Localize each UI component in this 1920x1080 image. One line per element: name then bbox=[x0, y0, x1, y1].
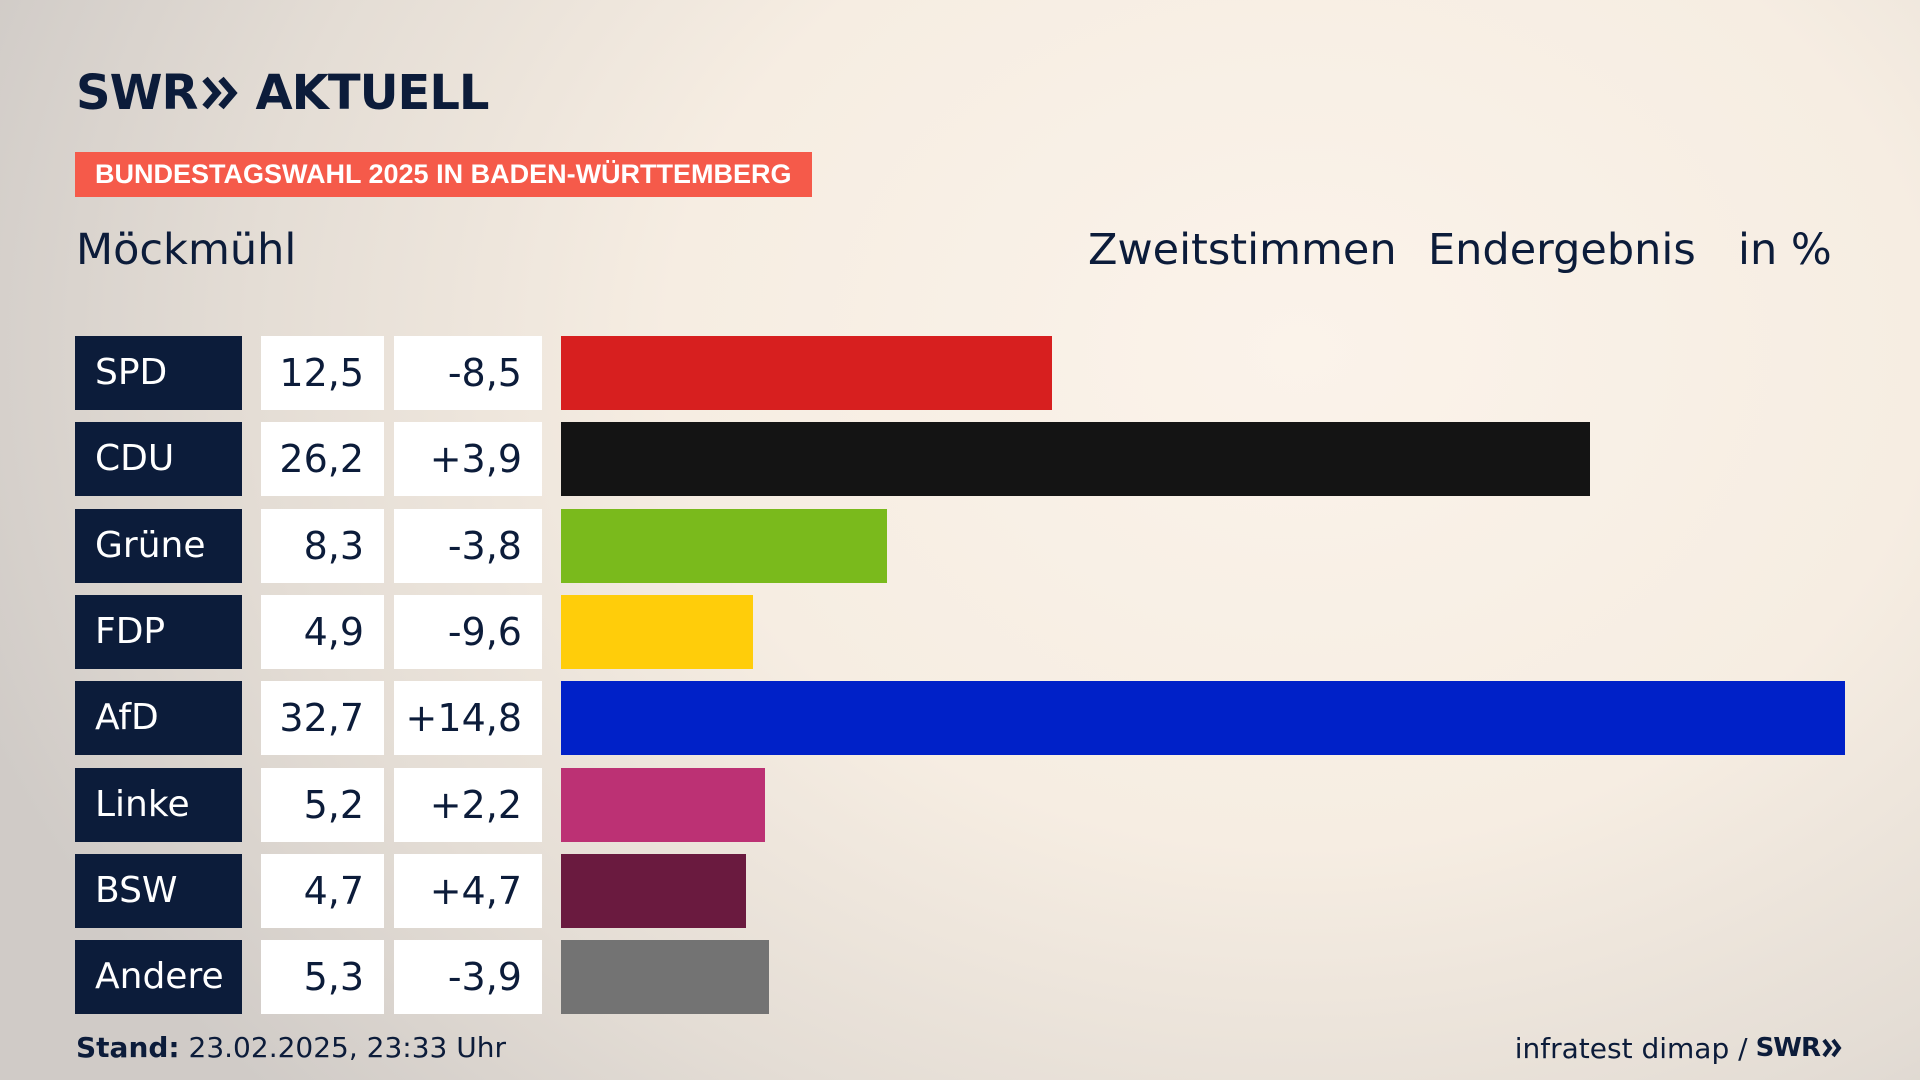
result-bar bbox=[561, 853, 746, 928]
result-value: 5,2 bbox=[261, 767, 384, 842]
party-label: SPD bbox=[75, 336, 242, 410]
result-value: 26,2 bbox=[261, 422, 384, 497]
votes-heading: Zweitstimmen bbox=[1088, 225, 1397, 275]
stand-label: Stand: bbox=[76, 1031, 180, 1064]
change-value: -9,6 bbox=[394, 594, 542, 669]
result-bar bbox=[561, 422, 1590, 497]
party-label: Linke bbox=[75, 767, 242, 842]
change-value: +14,8 bbox=[394, 681, 542, 756]
swr-mini-logo: SWR bbox=[1756, 1033, 1844, 1063]
change-value: -3,9 bbox=[394, 940, 542, 1015]
change-value: +2,2 bbox=[394, 767, 542, 842]
source-credit: infratest dimap / SWR bbox=[1515, 1030, 1844, 1066]
result-bar bbox=[561, 336, 1052, 410]
result-value: 5,3 bbox=[261, 940, 384, 1015]
mini-double-chevron-icon bbox=[1822, 1038, 1842, 1058]
party-label: FDP bbox=[75, 594, 242, 669]
double-chevron-icon bbox=[202, 76, 239, 110]
election-tag: BUNDESTAGSWAHL 2025 IN BADEN-WÜRTTEMBERG bbox=[75, 152, 812, 197]
change-value: -3,8 bbox=[394, 508, 542, 583]
place-title: Möckmühl bbox=[76, 225, 297, 275]
stand-value: 23.02.2025, 23:33 Uhr bbox=[188, 1031, 506, 1064]
swr-aktuell-logo: SWR AKTUELL bbox=[76, 65, 490, 121]
logo-aktuell-text: AKTUELL bbox=[255, 65, 489, 121]
result-value: 8,3 bbox=[261, 508, 384, 583]
result-bar bbox=[561, 681, 1845, 756]
result-bar bbox=[561, 940, 769, 1015]
party-label: AfD bbox=[75, 681, 242, 756]
source-text: infratest dimap / bbox=[1514, 1031, 1748, 1065]
result-bar bbox=[561, 508, 887, 583]
mini-logo-text: SWR bbox=[1755, 1033, 1821, 1063]
result-value: 32,7 bbox=[261, 681, 384, 756]
timestamp: Stand: 23.02.2025, 23:33 Uhr bbox=[76, 1030, 506, 1066]
party-label: Andere bbox=[75, 940, 242, 1015]
party-label: CDU bbox=[75, 422, 242, 497]
change-value: +4,7 bbox=[394, 853, 542, 928]
party-label: BSW bbox=[75, 853, 242, 928]
unit-heading: in % bbox=[1738, 225, 1832, 275]
logo-swr-text: SWR bbox=[76, 65, 198, 121]
result-value: 4,7 bbox=[261, 853, 384, 928]
result-value: 4,9 bbox=[261, 594, 384, 669]
result-value: 12,5 bbox=[261, 336, 384, 410]
result-bar bbox=[561, 594, 753, 669]
change-value: -8,5 bbox=[394, 336, 542, 410]
result-bar bbox=[561, 767, 765, 842]
result-heading: Endergebnis bbox=[1428, 225, 1696, 275]
party-label: Grüne bbox=[75, 508, 242, 583]
change-value: +3,9 bbox=[394, 422, 542, 497]
